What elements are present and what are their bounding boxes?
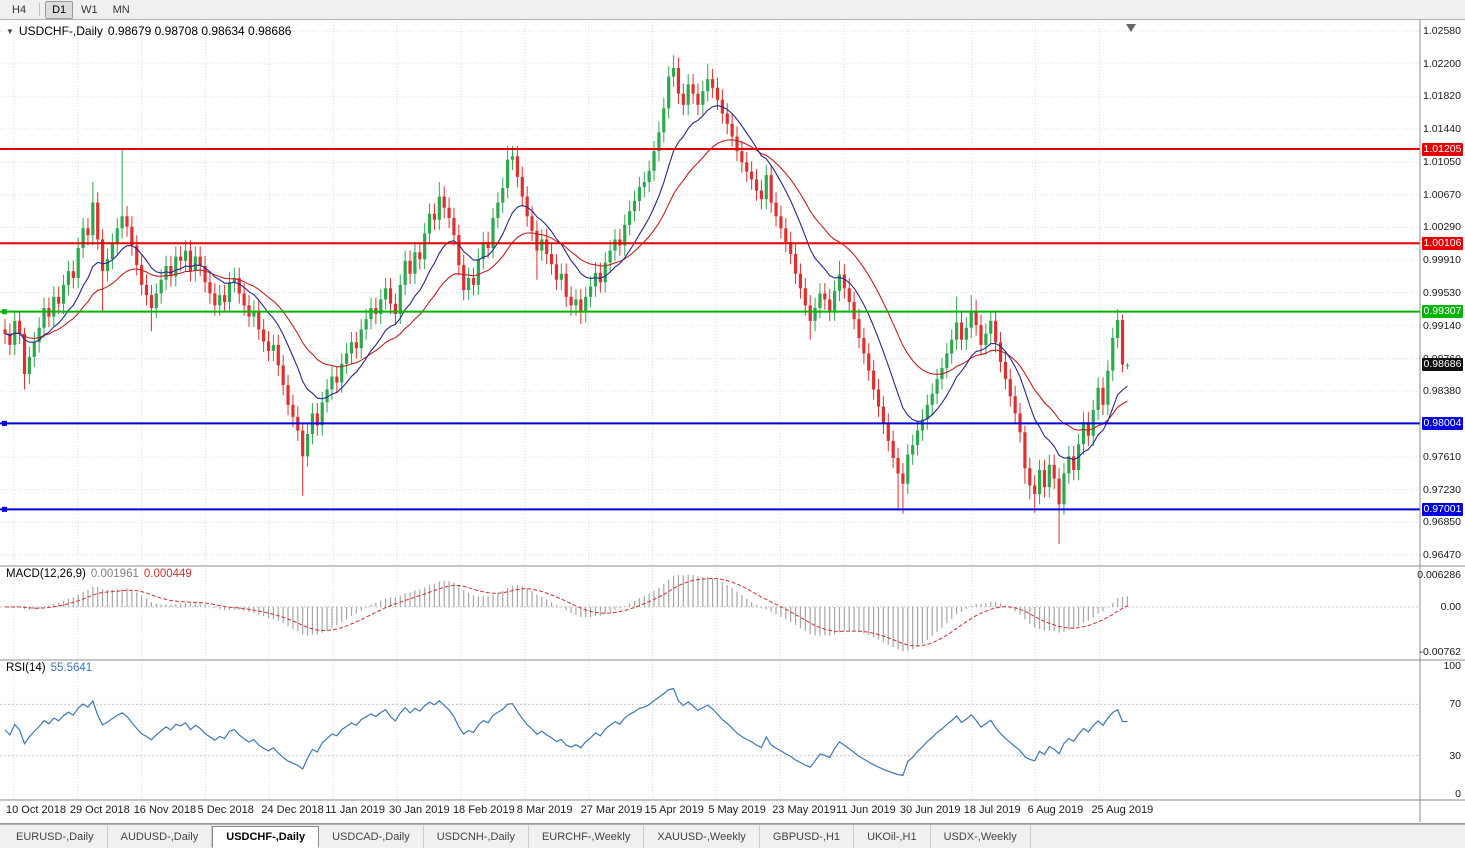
price-axis-tick: 1.00290 <box>1423 221 1461 234</box>
dropdown-arrow-icon[interactable]: ▼ <box>6 26 14 36</box>
chart-title: ▼ USDCHF-,Daily 0.98679 0.98708 0.98634 … <box>6 24 291 38</box>
price-level-badge: 1.00106 <box>1422 236 1463 250</box>
rsi-axis-tick: 30 <box>1449 749 1461 762</box>
chart-tab-eurchf-weekly[interactable]: EURCHF-,Weekly <box>529 825 645 848</box>
macd-indicator-name: MACD(12,26,9) <box>6 568 86 580</box>
timeframe-toolbar: H4 D1 W1 MN <box>0 0 1465 20</box>
chart-tab-audusd-daily[interactable]: AUDUSD-,Daily <box>108 825 213 848</box>
price-axis-tick: 0.99530 <box>1423 286 1461 299</box>
timeframe-button-h4[interactable]: H4 <box>12 3 27 16</box>
macd-main-value: 0.001961 <box>90 568 139 580</box>
rsi-axis-tick: 100 <box>1443 660 1461 672</box>
time-axis-label: 5 May 2019 <box>708 804 766 816</box>
time-axis-label: 15 Apr 2019 <box>644 804 704 816</box>
chart-surface[interactable] <box>0 20 1465 824</box>
macd-label: MACD(12,26,9) 0.001961 0.000449 <box>6 568 192 580</box>
time-axis-label: 8 Mar 2019 <box>516 804 573 816</box>
rsi-axis-tick: 0 <box>1455 788 1461 800</box>
time-axis-label: 24 Dec 2018 <box>261 804 324 816</box>
timeframe-button-mn[interactable]: MN <box>112 3 130 16</box>
price-level-badge: 0.98004 <box>1422 416 1463 430</box>
time-axis-label: 30 Jun 2019 <box>899 804 961 816</box>
rsi-label: RSI(14) 55.5641 <box>6 662 92 674</box>
chart-tabs: EURUSD-,Daily AUDUSD-,Daily USDCHF-,Daily U… <box>0 824 1465 848</box>
price-axis-tick: 0.99910 <box>1423 254 1461 266</box>
time-axis-label: 27 Mar 2019 <box>580 804 643 816</box>
time-axis-label: 25 Aug 2019 <box>1091 804 1154 816</box>
time-axis-label: 18 Feb 2019 <box>452 804 515 816</box>
price-level-badge: 0.99307 <box>1422 305 1463 319</box>
price-level-badge: 1.01205 <box>1422 142 1463 156</box>
macd-axis-min: -0.00762 <box>1419 646 1461 658</box>
price-axis-tick: 0.97610 <box>1423 451 1461 464</box>
time-axis-label: 18 Jul 2019 <box>963 804 1021 816</box>
time-axis-label: 16 Nov 2018 <box>133 804 197 816</box>
price-scale[interactable]: 1.02580 1.02200 1.01820 1.01440 1.01050 1.006… <box>1417 20 1465 822</box>
time-axis-label: 10 Oct 2018 <box>6 804 66 816</box>
chart-title-symbol: USDCHF-,Daily <box>18 24 103 38</box>
chart-window: ▼ USDCHF-,Daily 0.98679 0.98708 0.98634 … <box>0 20 1465 824</box>
toolbar-divider <box>39 3 41 16</box>
rsi-axis-tick: 70 <box>1449 698 1461 711</box>
rsi-indicator-name: RSI(14) <box>6 662 46 674</box>
price-level-badge: 0.97001 <box>1422 502 1463 516</box>
macd-signal-value: 0.000449 <box>143 568 192 580</box>
time-scale[interactable]: 10 Oct 2018 29 Oct 2018 16 Nov 2018 5 Dec 2… <box>0 800 1420 822</box>
price-axis-tick: 1.01820 <box>1423 90 1461 103</box>
chart-tab-usdcad-daily[interactable]: USDCAD-,Daily <box>319 825 424 848</box>
macd-axis-max: 0.006286 <box>1417 569 1461 581</box>
price-axis-tick: 1.02580 <box>1423 25 1461 38</box>
time-axis-label: 29 Oct 2018 <box>69 804 130 816</box>
time-axis-label: 11 Jun 2019 <box>836 804 896 816</box>
time-axis-label: 6 Aug 2019 <box>1027 804 1084 816</box>
price-axis-tick: 1.01050 <box>1423 156 1461 169</box>
price-axis-tick: 1.01440 <box>1423 122 1461 135</box>
chart-tab-eurusd-daily[interactable]: EURUSD-,Daily <box>3 825 108 848</box>
chart-tab-xauusd-weekly[interactable]: XAUUSD-,Weekly <box>644 825 760 848</box>
chart-shift-marker-icon <box>1126 24 1136 32</box>
current-price-badge: 0.98686 <box>1422 358 1463 372</box>
price-axis-tick: 0.97230 <box>1423 483 1461 496</box>
chart-tab-ukoil-h1[interactable]: UKOil-,H1 <box>854 825 931 848</box>
time-axis-label: 23 May 2019 <box>772 804 836 816</box>
price-axis-tick: 0.96850 <box>1423 516 1461 529</box>
macd-axis-zero: 0.00 <box>1440 600 1461 613</box>
timeframe-button-d1[interactable]: D1 <box>45 0 74 19</box>
price-axis-tick: 1.00670 <box>1423 188 1461 201</box>
timeframe-button-w1[interactable]: W1 <box>81 3 98 16</box>
price-axis-tick: 0.99140 <box>1423 320 1461 332</box>
price-axis-tick: 0.96470 <box>1423 548 1461 561</box>
rsi-value: 55.5641 <box>50 662 93 674</box>
time-axis-label: 5 Dec 2018 <box>197 804 254 816</box>
time-axis-label: 11 Jan 2019 <box>325 804 385 816</box>
chart-tab-usdcnh-daily[interactable]: USDCNH-,Daily <box>424 825 529 848</box>
price-axis-tick: 1.02200 <box>1423 57 1461 70</box>
price-axis-tick: 0.98380 <box>1423 385 1461 398</box>
chart-title-ohlc: 0.98679 0.98708 0.98634 0.98686 <box>107 24 292 38</box>
chart-tab-usdx-weekly[interactable]: USDX-,Weekly <box>931 825 1031 848</box>
chart-tab-gbpusd-h1[interactable]: GBPUSD-,H1 <box>760 825 855 848</box>
chart-tab-usdchf-daily[interactable]: USDCHF-,Daily <box>212 826 320 848</box>
time-axis-label: 30 Jan 2019 <box>389 804 450 816</box>
